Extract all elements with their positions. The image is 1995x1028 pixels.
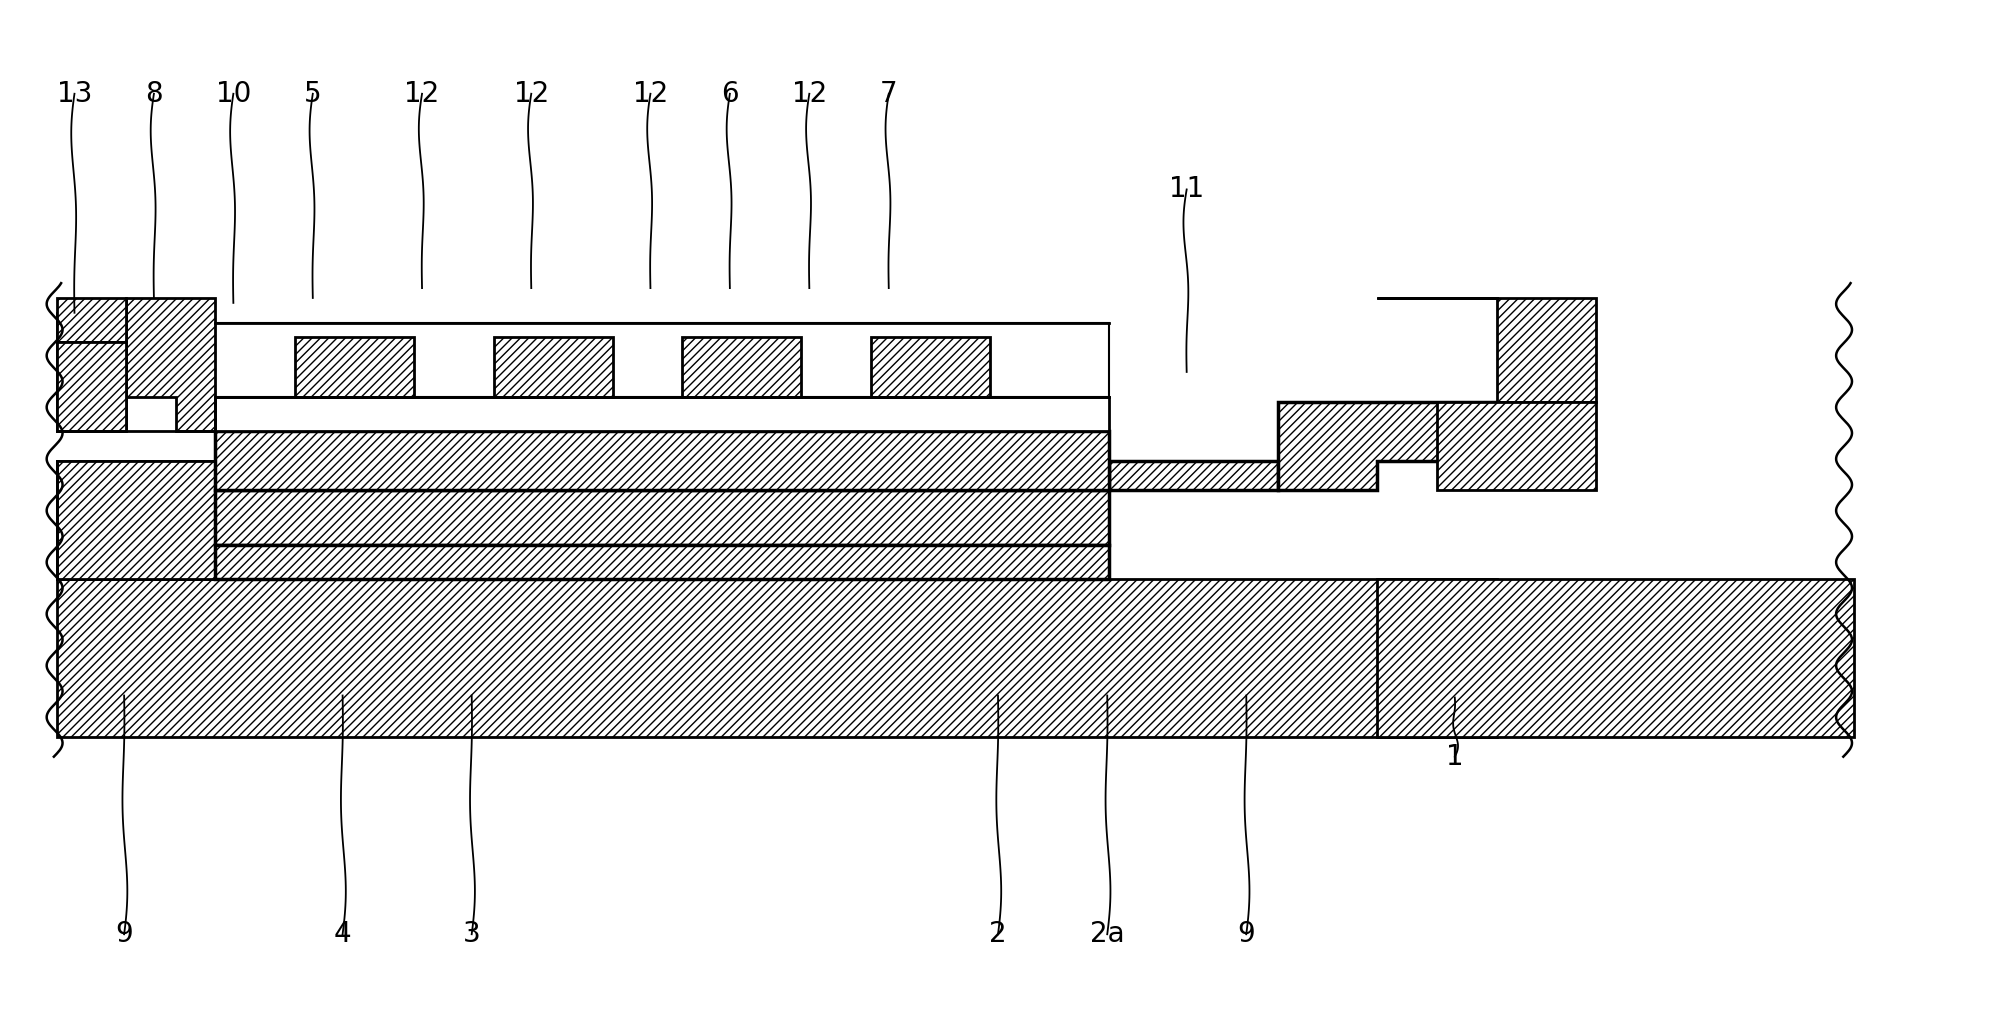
Text: 12: 12 bbox=[792, 80, 828, 108]
Bar bbox=[1377, 579, 1853, 737]
Polygon shape bbox=[56, 461, 215, 579]
Bar bbox=[493, 337, 612, 397]
Text: 12: 12 bbox=[513, 80, 549, 108]
Text: 4: 4 bbox=[333, 920, 351, 948]
Bar bbox=[56, 342, 126, 431]
Bar bbox=[56, 298, 126, 342]
Text: 3: 3 bbox=[463, 920, 481, 948]
Text: 7: 7 bbox=[880, 80, 898, 108]
Polygon shape bbox=[1377, 298, 1596, 402]
Bar bbox=[872, 337, 990, 397]
Bar bbox=[56, 579, 1496, 737]
Bar bbox=[56, 313, 126, 431]
Bar bbox=[682, 337, 802, 397]
Bar bbox=[1436, 402, 1596, 490]
Polygon shape bbox=[126, 298, 215, 431]
Bar bbox=[215, 323, 1109, 397]
Bar bbox=[295, 337, 415, 397]
Bar bbox=[215, 490, 1109, 545]
Bar bbox=[215, 545, 1109, 579]
Text: 2a: 2a bbox=[1089, 920, 1125, 948]
Text: 1: 1 bbox=[1446, 742, 1464, 771]
Text: 2: 2 bbox=[990, 920, 1007, 948]
Bar bbox=[215, 431, 1109, 490]
Text: 9: 9 bbox=[1237, 920, 1255, 948]
Text: 9: 9 bbox=[116, 920, 134, 948]
Text: 12: 12 bbox=[405, 80, 439, 108]
Text: 10: 10 bbox=[215, 80, 251, 108]
Text: 8: 8 bbox=[146, 80, 164, 108]
Text: 13: 13 bbox=[56, 80, 92, 108]
Text: 12: 12 bbox=[632, 80, 668, 108]
Bar bbox=[215, 397, 1109, 431]
Bar bbox=[56, 461, 215, 579]
Text: 5: 5 bbox=[303, 80, 321, 108]
Polygon shape bbox=[1279, 402, 1496, 490]
Text: 11: 11 bbox=[1169, 176, 1205, 204]
Text: 6: 6 bbox=[720, 80, 738, 108]
Polygon shape bbox=[1109, 461, 1279, 490]
